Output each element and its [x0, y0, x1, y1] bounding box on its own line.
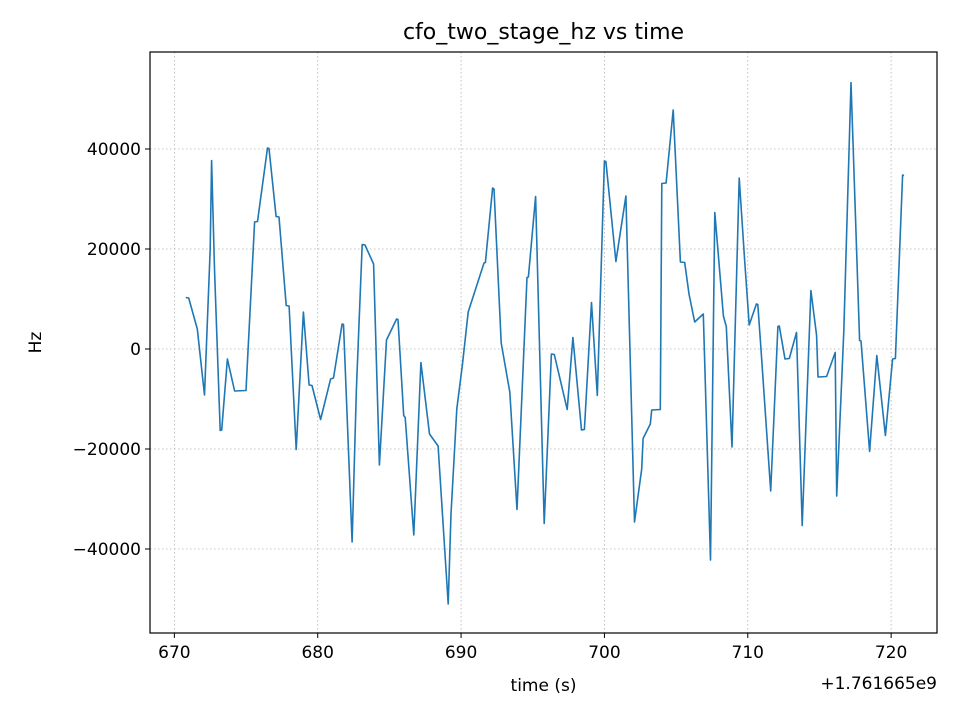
series-layer [185, 81, 905, 605]
x-axis-offset-label: +1.761665e9 [820, 674, 937, 694]
grid [150, 52, 937, 633]
x-tick-label: 670 [158, 643, 190, 663]
x-axis-label: time (s) [511, 676, 577, 696]
x-tick-label: 700 [588, 643, 620, 663]
y-axis-label: Hz [26, 332, 46, 354]
chart-title: cfo_two_stage_hz vs time [403, 20, 684, 45]
y-tick-label: 20000 [87, 240, 141, 260]
x-tick-label: 710 [732, 643, 764, 663]
x-tick-label: 720 [875, 643, 907, 663]
x-tick-label: 690 [445, 643, 477, 663]
y-tick-label: −40000 [73, 540, 141, 560]
plot-frame [149, 51, 938, 634]
y-tick-label: −20000 [73, 440, 141, 460]
y-tick-label: 40000 [87, 140, 141, 160]
x-tick-label: 680 [301, 643, 333, 663]
axis-ticks: 670 680 690 700 710 720 −40000 −20000 0 20000 4000… [73, 140, 908, 663]
y-tick-label: 0 [130, 340, 141, 360]
series-line [185, 81, 905, 605]
